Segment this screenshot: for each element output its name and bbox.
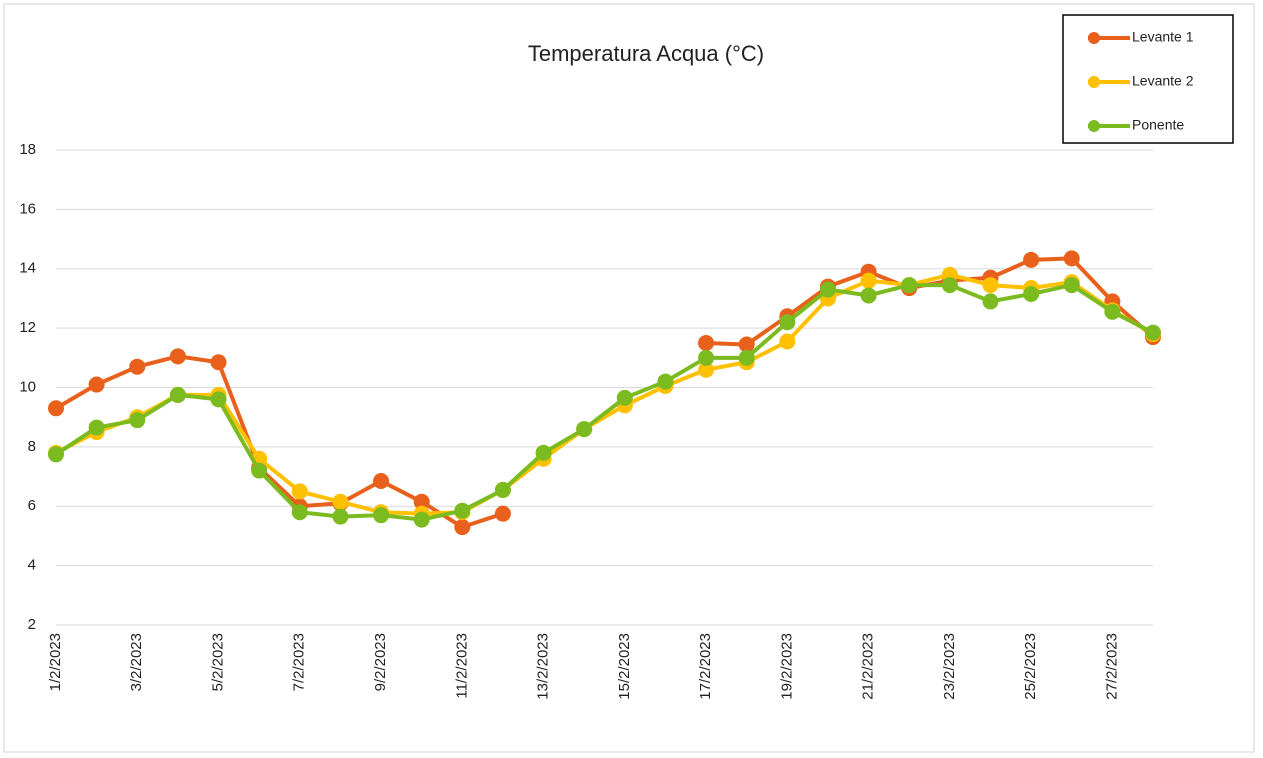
y-tick-label: 2 [28, 616, 36, 633]
data-point [88, 376, 105, 393]
y-tick-label: 10 [19, 378, 36, 395]
data-point [982, 277, 999, 294]
data-point [982, 293, 999, 310]
data-point [373, 507, 390, 524]
data-point [210, 391, 227, 408]
data-point [698, 361, 715, 378]
x-tick-label: 21/2/2023 [860, 633, 877, 700]
chart-frame [3, 3, 1255, 753]
data-point [48, 446, 64, 463]
y-tick-label: 12 [19, 319, 36, 336]
data-point [332, 508, 349, 525]
data-point [698, 349, 715, 366]
data-point [698, 334, 715, 351]
data-point [819, 281, 836, 298]
data-point [657, 373, 674, 390]
data-point [616, 389, 633, 406]
x-tick-label: 3/2/2023 [128, 633, 145, 691]
y-tick-label: 14 [19, 260, 36, 277]
x-tick-label: 23/2/2023 [941, 633, 958, 700]
data-point [413, 511, 430, 528]
data-point [48, 400, 64, 417]
y-tick-label: 18 [19, 141, 36, 158]
data-point [169, 348, 186, 365]
legend-marker [1088, 32, 1100, 44]
data-point [779, 314, 796, 331]
data-point [779, 333, 796, 350]
data-point [941, 277, 958, 294]
data-point [1145, 324, 1161, 341]
x-tick-label: 19/2/2023 [778, 633, 795, 700]
x-tick-label: 11/2/2023 [453, 633, 470, 699]
data-point [494, 505, 511, 522]
x-tick-label: 5/2/2023 [209, 633, 226, 691]
x-tick-label: 27/2/2023 [1103, 633, 1120, 700]
data-point [535, 444, 552, 461]
data-point [738, 349, 755, 366]
x-tick-label: 9/2/2023 [372, 633, 389, 691]
data-point [1063, 250, 1080, 267]
y-tick-label: 4 [28, 557, 36, 574]
data-point [129, 412, 146, 429]
data-point [1023, 251, 1040, 268]
legend-marker [1088, 120, 1100, 132]
data-point [860, 272, 877, 289]
data-point [860, 287, 877, 304]
y-tick-label: 6 [28, 497, 36, 514]
data-point [210, 354, 227, 371]
legend-label: Levante 2 [1132, 73, 1194, 89]
y-tick-label: 16 [19, 200, 36, 217]
legend-label: Levante 1 [1132, 29, 1194, 45]
series-line [55, 272, 1155, 516]
legend-label: Ponente [1132, 117, 1184, 133]
x-tick-label: 7/2/2023 [291, 633, 308, 691]
x-tick-label: 1/2/2023 [47, 633, 64, 691]
data-point [1063, 277, 1080, 294]
x-tick-label: 15/2/2023 [616, 633, 633, 700]
data-point [291, 504, 308, 521]
x-tick-label: 25/2/2023 [1022, 633, 1039, 700]
data-point [901, 277, 918, 294]
data-point [169, 386, 186, 403]
data-point [413, 493, 430, 510]
series-line [54, 283, 1154, 522]
data-point [332, 493, 349, 510]
data-point [251, 462, 268, 479]
data-point [454, 502, 471, 519]
chart-title: Temperatura Acqua (°C) [528, 41, 764, 66]
data-point [1023, 285, 1040, 302]
data-point [373, 473, 390, 490]
data-point [291, 483, 308, 500]
data-point [738, 336, 755, 353]
data-point [454, 519, 471, 536]
data-point [88, 419, 105, 436]
x-tick-label: 17/2/2023 [697, 633, 714, 700]
x-tick-label: 13/2/2023 [535, 633, 552, 700]
legend-marker [1088, 76, 1100, 88]
y-tick-label: 8 [28, 438, 36, 455]
data-point [129, 358, 146, 375]
data-point [494, 481, 511, 498]
data-point [1104, 303, 1121, 320]
data-point [576, 421, 593, 438]
